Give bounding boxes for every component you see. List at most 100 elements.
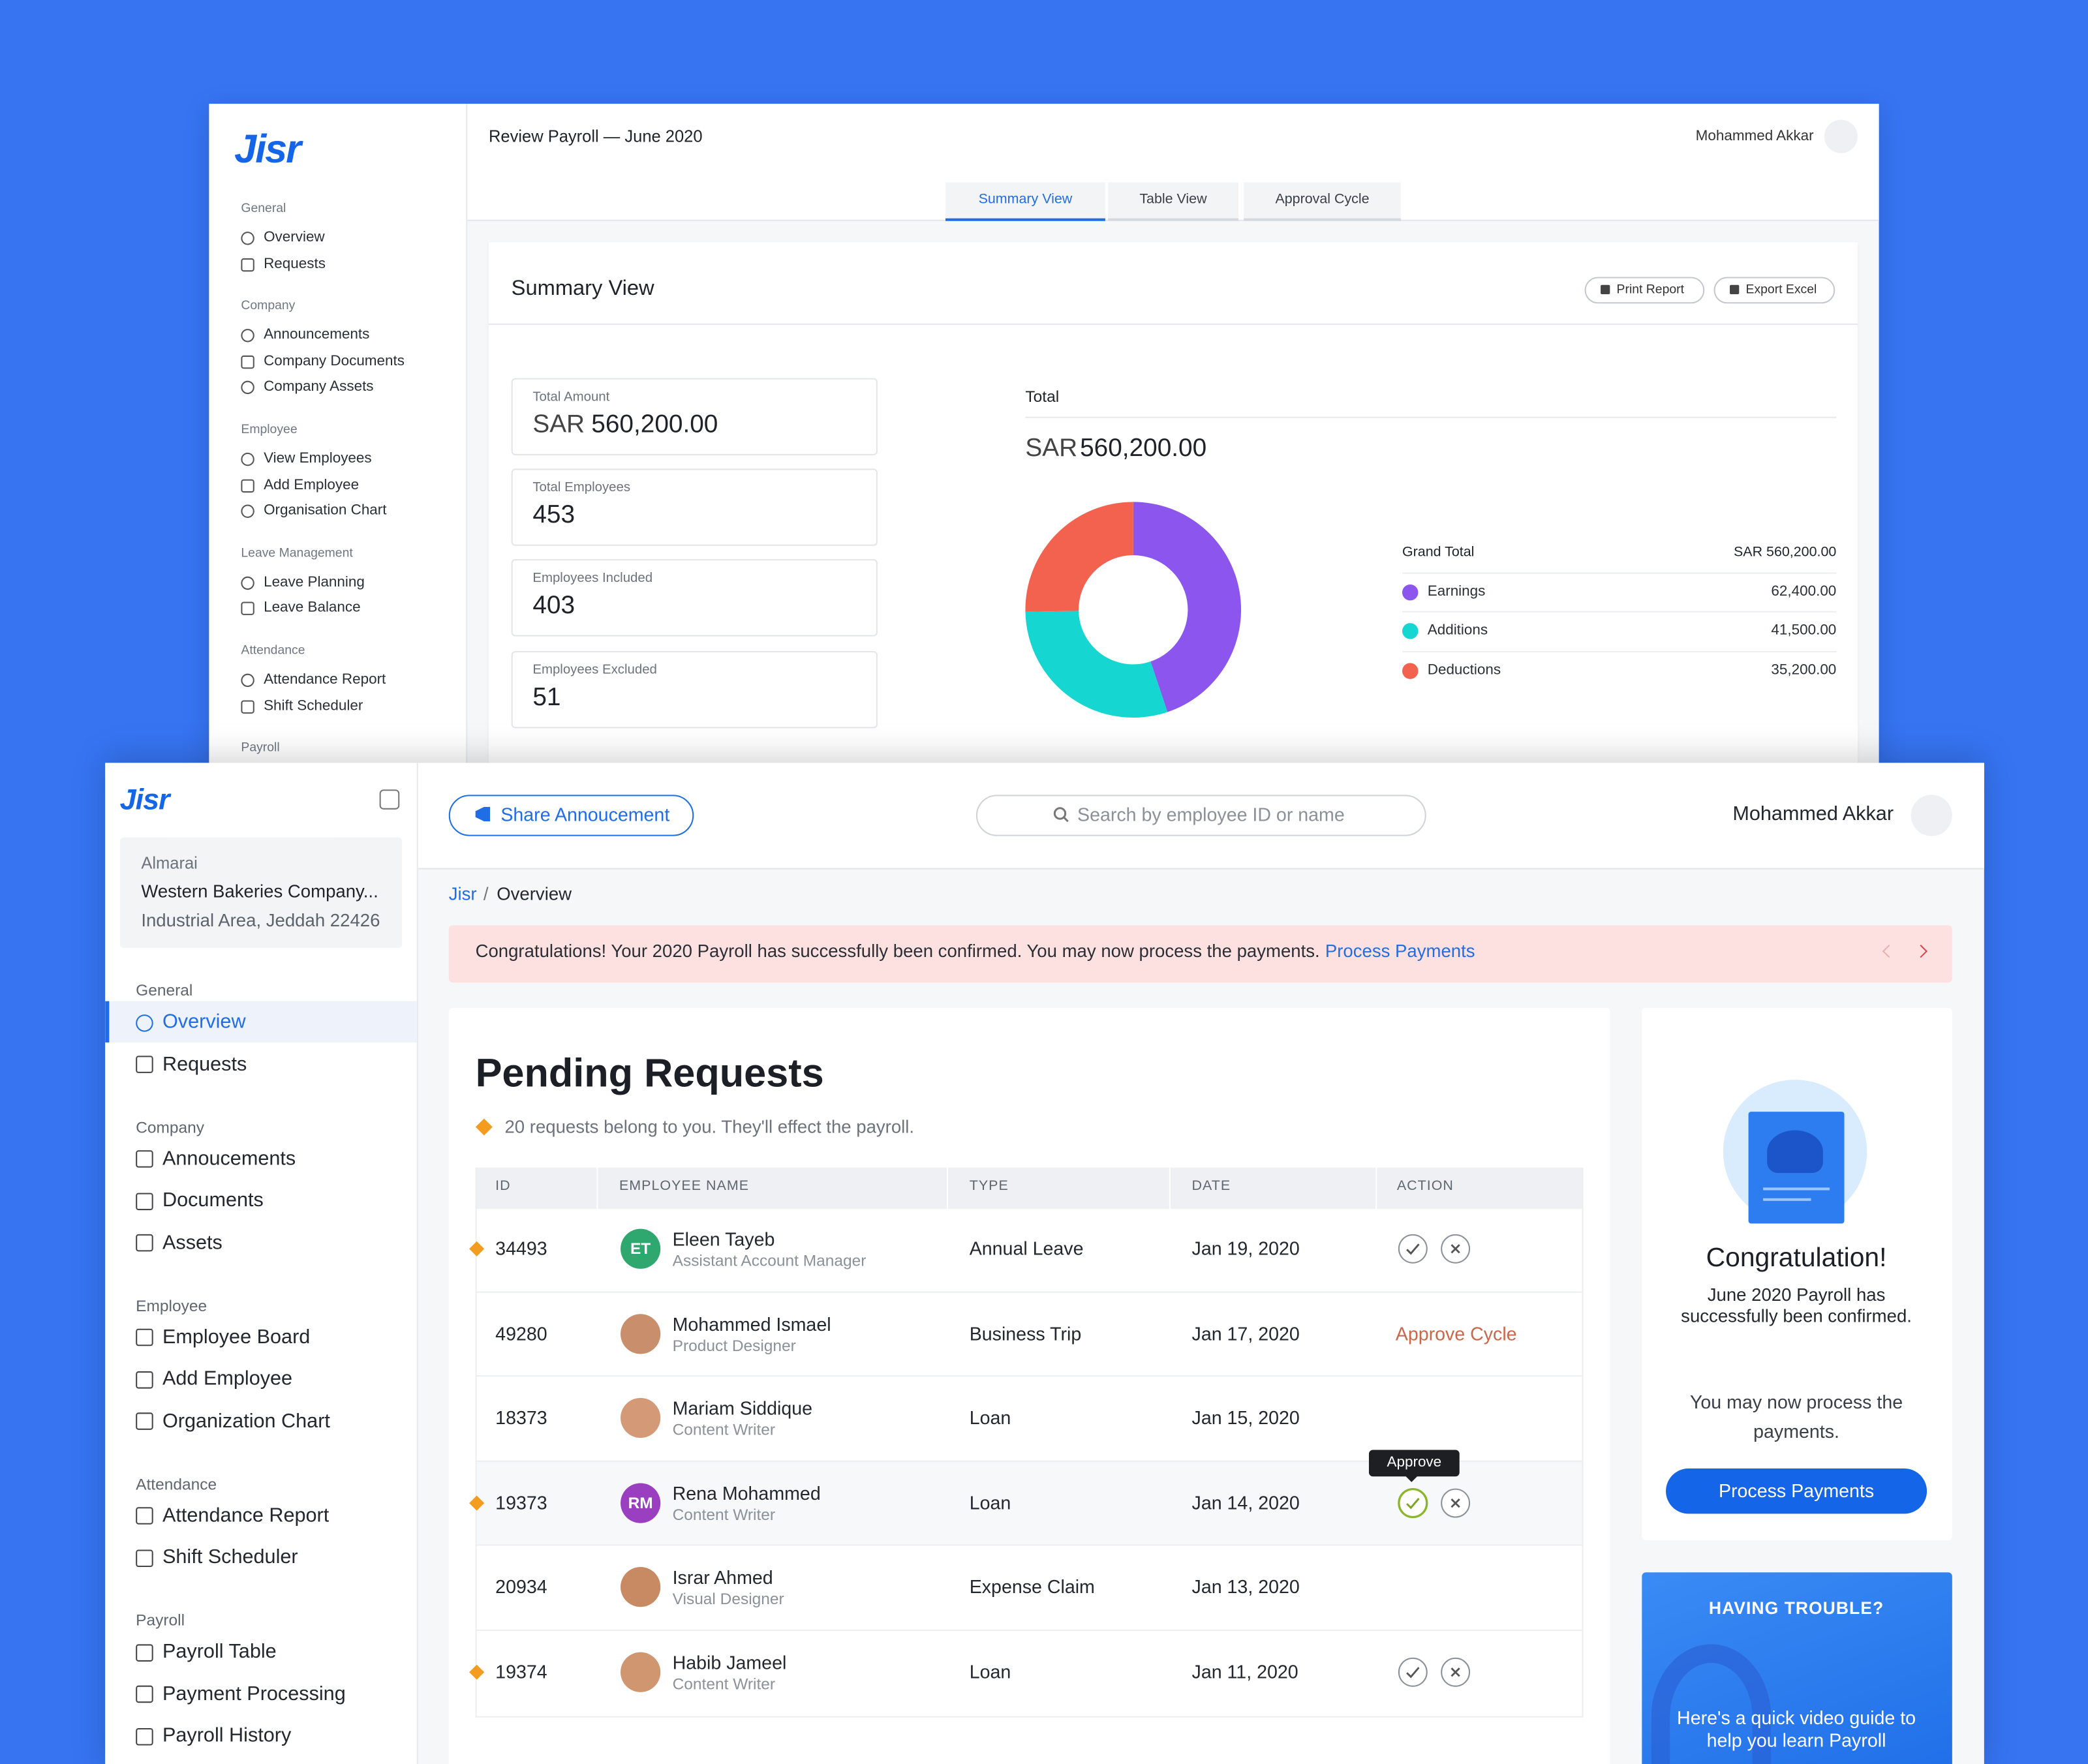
ring [1398,1487,1428,1518]
approve-button[interactable] [1398,1234,1428,1264]
nav-item[interactable]: Requests [162,1052,247,1075]
nav-heading: Employee [241,422,298,438]
process-button[interactable] [1666,1468,1927,1514]
icon [136,1643,153,1661]
approve-button[interactable] [1398,1487,1428,1518]
search-box[interactable] [975,795,1426,836]
reject-button[interactable] [1441,1657,1471,1687]
employee-avatar [621,1483,661,1523]
amount: 51 [532,684,561,712]
banner-link[interactable]: Process Payments [1325,941,1475,962]
approve-cycle-link[interactable]: Approve Cycle [1395,1322,1517,1344]
employee-name: Israr Ahmed [672,1567,773,1589]
nav-item[interactable]: Attendance Report [162,1504,330,1527]
legend-value: 35,200.00 [1771,662,1837,678]
nav-item[interactable]: Requests [264,255,326,272]
nav-heading: Leave Management [241,545,353,561]
icon [241,478,254,493]
nav-item[interactable]: Organization Chart [162,1409,330,1432]
cross [1451,1667,1460,1677]
nav-item[interactable]: Payroll History [162,1724,292,1747]
nav-item[interactable]: Annoucements [162,1147,296,1170]
donut [1025,502,1242,718]
nav-item[interactable]: Employee Board [162,1325,311,1348]
nav-item[interactable]: Company Documents [264,353,405,369]
nav-item[interactable]: Add Employee [264,476,360,493]
request-type: Business Trip [969,1322,1082,1344]
icon [136,1685,153,1703]
nav-heading: Company [241,299,296,314]
stat-value: 453 [532,502,575,532]
icon [241,576,254,590]
company-address: Industrial Area, Jeddah 22426 [141,910,380,931]
nav-item[interactable]: Attendance Report [264,671,386,688]
trouble-text: Here's a quick video guide to help you l… [1677,1707,1916,1751]
request-id: 20934 [495,1576,547,1598]
request-id: 19374 [495,1661,547,1682]
pending-note: 20 requests belong to you. They'll effec… [504,1117,915,1137]
check [1406,1667,1420,1679]
employee-role: Content Writer [672,1505,776,1524]
banner [448,925,1952,983]
stat-label: Employees Included [532,571,653,586]
nav-item[interactable]: Payroll Table [162,1640,277,1663]
collapse-button[interactable] [379,789,400,810]
employee-name: Habib Jameel [672,1651,787,1673]
legend-dot [1402,584,1419,601]
row-divider [1402,611,1837,613]
avatar [1824,119,1858,153]
tooltip [1368,1450,1460,1476]
nav-item[interactable]: Add Employee [162,1367,293,1390]
nav-item[interactable]: Assets [162,1230,223,1254]
nav-heading: General [241,201,286,217]
nav-item[interactable]: Overview [264,229,325,246]
column-divider [1375,1167,1377,1209]
reject-button[interactable] [1441,1488,1471,1518]
employee-avatar [621,1398,661,1438]
tab[interactable] [945,182,1105,221]
process-button-label: Process Payments [1718,1480,1875,1502]
nav-heading: Attendance [136,1474,217,1493]
breadcrumb-root[interactable]: Jisr [448,883,477,904]
stat-value: 403 [532,592,575,622]
legend-name: Additions [1427,622,1488,639]
nav-item[interactable]: Shift Scheduler [162,1545,298,1569]
logo: Jisr [234,127,301,172]
tab[interactable] [1244,182,1401,221]
breadcrumb-current: Overview [497,883,572,904]
cross [1451,1498,1460,1508]
nav-item[interactable]: Overview [162,1010,246,1033]
donut-segment [1133,502,1242,712]
icon [136,1150,153,1168]
approve-button[interactable] [1398,1657,1428,1687]
row-divider [1402,650,1837,652]
nav-item[interactable]: Payment Processing [162,1682,346,1705]
company-group: Almarai [141,854,198,873]
button-icon [1730,284,1740,295]
nav-item[interactable]: Company Assets [264,379,374,395]
icon [241,452,254,466]
icon [136,1507,153,1525]
employee-role: Visual Designer [672,1590,784,1609]
nav-active-bar [105,1001,110,1042]
nav-item[interactable]: Announcements [264,327,370,343]
stat-label: Total Employees [532,480,631,496]
divider [1025,416,1837,418]
nav-item[interactable]: Leave Planning [264,574,365,590]
tab[interactable] [1107,182,1238,221]
total-prefix: SAR [1025,434,1078,463]
nav-item[interactable]: View Employees [264,450,372,467]
grand-total-value: SAR 560,200.00 [1734,544,1837,560]
grand-total-label: Grand Total [1402,544,1475,560]
request-date: Jan 11, 2020 [1191,1661,1298,1682]
nav-item[interactable]: Organisation Chart [264,502,387,519]
reject-button[interactable] [1441,1234,1471,1264]
nav-item[interactable]: Shift Scheduler [264,697,363,714]
nav-item[interactable]: Leave Balance [264,600,361,616]
nav-item[interactable]: Documents [162,1189,264,1212]
share-label: Share Annoucement [500,803,670,825]
legend-dot [1402,623,1419,640]
icon [241,258,254,271]
nav-heading: Attendance [241,643,305,658]
